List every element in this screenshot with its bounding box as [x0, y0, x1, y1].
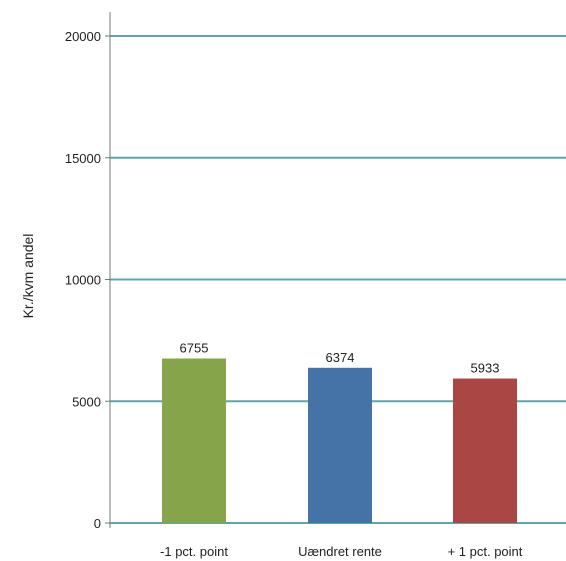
y-tick-label: 20000 [65, 29, 101, 44]
data-label: 6755 [180, 341, 209, 356]
y-axis-title: Kr./kvm andel [20, 234, 36, 319]
x-category-label: Uændret rente [298, 544, 382, 559]
y-tick-label: 0 [94, 516, 101, 531]
data-label: 6374 [326, 350, 355, 365]
y-tick-label: 15000 [65, 151, 101, 166]
data-label: 5933 [471, 361, 500, 376]
x-axis-labels: -1 pct. point Uændret rente + 1 pct. point [160, 544, 523, 559]
y-tick-label: 5000 [72, 394, 101, 409]
bars [162, 358, 517, 523]
bar [162, 358, 226, 523]
x-category-label: + 1 pct. point [448, 544, 523, 559]
y-tick-label: 10000 [65, 273, 101, 288]
data-labels: 6755 6374 5933 [180, 341, 500, 376]
bar [453, 378, 517, 523]
y-axis-ticks: 0 5000 10000 15000 20000 [65, 29, 110, 531]
x-category-label: -1 pct. point [160, 544, 228, 559]
bar [308, 367, 372, 523]
